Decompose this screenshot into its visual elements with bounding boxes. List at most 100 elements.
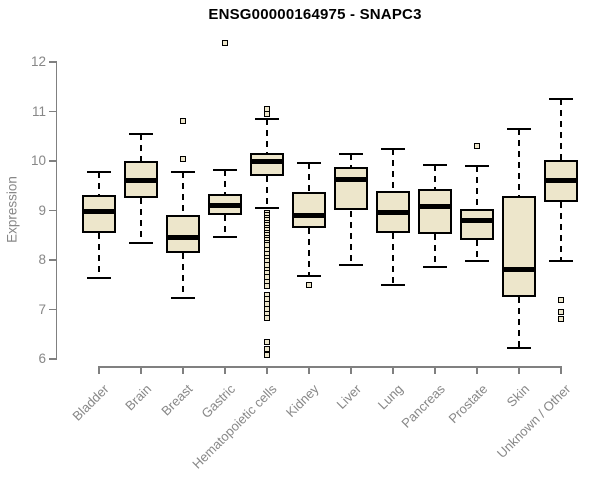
whisker-cap-high-breast xyxy=(171,170,195,173)
whisker-cap-low-unknown-other xyxy=(549,260,573,263)
x-tick-label-breast: Breast xyxy=(158,381,196,419)
lower-whisker-breast xyxy=(182,253,184,298)
outlier-point-breast xyxy=(180,118,186,125)
median-line-lung xyxy=(377,210,409,216)
box-kidney xyxy=(292,191,326,228)
median-line-prostate xyxy=(461,217,493,223)
y-tick-label: 8 xyxy=(38,252,46,267)
x-axis-tick xyxy=(182,367,184,374)
whisker-cap-high-bladder xyxy=(87,170,111,173)
median-line-unknown-other xyxy=(545,178,577,184)
lower-whisker-gastric xyxy=(224,214,226,237)
upper-whisker-lung xyxy=(392,148,394,191)
upper-whisker-liver xyxy=(350,153,352,168)
median-line-liver xyxy=(335,177,367,183)
upper-whisker-pancreas xyxy=(434,164,436,190)
outlier-point-unknown-other xyxy=(558,316,564,323)
lower-whisker-skin xyxy=(518,296,520,349)
outlier-point-hematopoietic-cells xyxy=(264,352,270,359)
x-axis-tick xyxy=(392,367,394,374)
chart-title: ENSG00000164975 - SNAPC3 xyxy=(208,6,422,23)
whisker-cap-high-skin xyxy=(507,127,531,130)
y-axis-tick xyxy=(48,209,56,212)
lower-whisker-unknown-other xyxy=(560,202,562,262)
y-axis-line xyxy=(55,61,57,360)
median-line-skin xyxy=(503,267,535,273)
y-axis-tick xyxy=(48,160,56,162)
upper-whisker-skin xyxy=(518,128,520,197)
box-skin xyxy=(502,196,536,297)
x-tick-label-liver: Liver xyxy=(333,381,364,412)
whisker-cap-low-lung xyxy=(381,283,405,286)
y-tick-label: 11 xyxy=(31,103,46,119)
whisker-cap-low-brain xyxy=(129,241,153,244)
upper-whisker-gastric xyxy=(224,169,226,195)
x-tick-label-lung: Lung xyxy=(374,381,406,413)
median-line-pancreas xyxy=(419,203,451,209)
whisker-cap-high-brain xyxy=(129,132,153,135)
outlier-point-unknown-other xyxy=(558,308,564,315)
lower-whisker-lung xyxy=(392,232,394,285)
x-tick-label-kidney: Kidney xyxy=(283,381,322,421)
lower-whisker-bladder xyxy=(98,232,100,279)
x-tick-label-bladder: Bladder xyxy=(69,381,112,424)
median-line-brain xyxy=(125,178,157,184)
outlier-point-hematopoietic-cells xyxy=(264,346,270,353)
x-tick-label-brain: Brain xyxy=(121,381,154,414)
whisker-cap-high-gastric xyxy=(213,168,237,171)
x-axis-tick xyxy=(140,367,142,374)
lower-whisker-brain xyxy=(140,198,142,243)
y-tick-label: 9 xyxy=(38,202,46,218)
median-line-hematopoietic-cells xyxy=(251,159,283,165)
upper-whisker-hematopoietic-cells xyxy=(266,118,268,153)
y-tick-label: 6 xyxy=(38,351,46,366)
outlier-point-unknown-other xyxy=(558,296,564,303)
x-axis-tick xyxy=(266,367,268,374)
y-tick-label: 10 xyxy=(30,153,46,168)
whisker-cap-high-kidney xyxy=(297,162,321,165)
median-line-kidney xyxy=(293,212,325,218)
x-axis-tick xyxy=(350,367,352,374)
outlier-point-hematopoietic-cells xyxy=(264,338,270,345)
outlier-point-hematopoietic-cells xyxy=(264,315,270,322)
whisker-cap-low-gastric xyxy=(213,235,237,238)
x-axis-tick xyxy=(308,367,310,374)
x-tick-label-unknown-other: Unknown / Other xyxy=(494,381,574,461)
whisker-cap-low-prostate xyxy=(465,260,489,263)
lower-whisker-hematopoietic-cells xyxy=(266,175,268,209)
x-tick-label-skin: Skin xyxy=(503,381,532,410)
whisker-cap-high-hematopoietic-cells xyxy=(255,117,279,120)
y-axis-tick xyxy=(48,110,56,113)
upper-whisker-breast xyxy=(182,171,184,215)
y-tick-label: 7 xyxy=(38,301,46,317)
upper-whisker-kidney xyxy=(308,163,310,192)
whisker-cap-low-bladder xyxy=(87,277,111,280)
lower-whisker-liver xyxy=(350,210,352,265)
whisker-cap-low-hematopoietic-cells xyxy=(255,207,279,210)
x-axis-line xyxy=(98,366,562,368)
x-axis-tick xyxy=(224,367,226,374)
y-axis-tick xyxy=(48,61,56,63)
x-tick-label-prostate: Prostate xyxy=(445,381,490,427)
box-pancreas xyxy=(418,189,452,235)
box-prostate xyxy=(460,208,494,241)
upper-whisker-bladder xyxy=(98,171,100,196)
outlier-point-hematopoietic-cells xyxy=(264,110,270,117)
outlier-point-kidney xyxy=(306,281,312,288)
whisker-cap-high-unknown-other xyxy=(549,98,573,101)
lower-whisker-prostate xyxy=(476,240,478,262)
whisker-cap-high-pancreas xyxy=(423,163,447,166)
lower-whisker-pancreas xyxy=(434,234,436,268)
x-tick-label-gastric: Gastric xyxy=(198,381,238,422)
median-line-bladder xyxy=(83,208,115,214)
outlier-point-gastric xyxy=(222,39,228,46)
box-breast xyxy=(166,214,200,254)
lower-whisker-kidney xyxy=(308,227,310,276)
outlier-point-hematopoietic-cells xyxy=(264,282,270,289)
median-line-gastric xyxy=(209,202,241,208)
whisker-cap-high-lung xyxy=(381,147,405,150)
whisker-cap-low-liver xyxy=(339,263,363,266)
x-tick-label-pancreas: Pancreas xyxy=(398,381,448,431)
